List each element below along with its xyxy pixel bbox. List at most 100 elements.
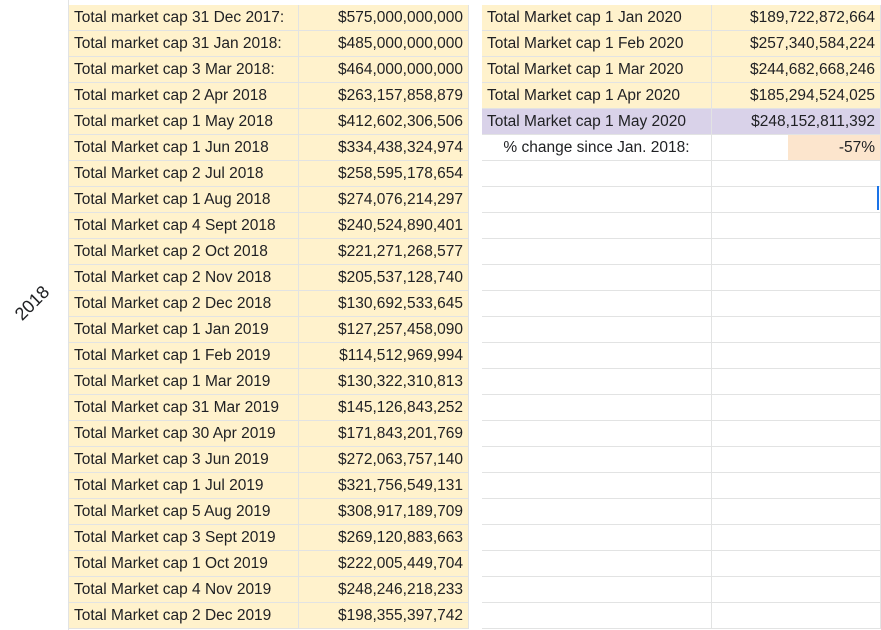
empty-cell[interactable] bbox=[712, 369, 881, 395]
empty-cell[interactable] bbox=[712, 343, 881, 369]
cell-value[interactable]: $485,000,000,000 bbox=[299, 31, 469, 57]
empty-cell[interactable] bbox=[482, 187, 712, 213]
empty-cell[interactable] bbox=[712, 291, 881, 317]
cell-label[interactable]: Total Market cap 1 Aug 2018 bbox=[69, 187, 299, 213]
cell-label[interactable]: Total Market cap 30 Apr 2019 bbox=[69, 421, 299, 447]
empty-cell[interactable] bbox=[712, 239, 881, 265]
empty-cell[interactable] bbox=[482, 447, 712, 473]
cell-label[interactable]: Total Market cap 1 Mar 2019 bbox=[69, 369, 299, 395]
percent-change-value[interactable]: -57% bbox=[788, 135, 881, 161]
cell-value[interactable]: $222,005,449,704 bbox=[299, 551, 469, 577]
empty-cell[interactable] bbox=[482, 161, 712, 187]
cell-label[interactable]: Total Market cap 5 Aug 2019 bbox=[69, 499, 299, 525]
empty-cell[interactable] bbox=[712, 187, 881, 213]
cell-label[interactable]: Total Market cap 1 Jun 2018 bbox=[69, 135, 299, 161]
empty-cell[interactable] bbox=[712, 577, 881, 603]
row-group-label[interactable]: 2018 bbox=[10, 281, 54, 325]
cell-label[interactable]: Total Market cap 31 Mar 2019 bbox=[69, 395, 299, 421]
empty-cell[interactable] bbox=[482, 213, 712, 239]
cell-value[interactable]: $205,537,128,740 bbox=[299, 265, 469, 291]
cell-label[interactable]: Total Market cap 2 Nov 2018 bbox=[69, 265, 299, 291]
empty-cell[interactable] bbox=[482, 499, 712, 525]
cell-label[interactable]: Total Market cap 4 Nov 2019 bbox=[69, 577, 299, 603]
cell-value[interactable]: $258,595,178,654 bbox=[299, 161, 469, 187]
cell-value[interactable]: $189,722,872,664 bbox=[712, 5, 881, 31]
cell-value[interactable]: $412,602,306,506 bbox=[299, 109, 469, 135]
empty-cell[interactable] bbox=[482, 603, 712, 629]
empty-cell[interactable] bbox=[482, 239, 712, 265]
percent-change-label[interactable]: % change since Jan. 2018: bbox=[482, 135, 712, 161]
empty-cell[interactable] bbox=[482, 317, 712, 343]
cell-label[interactable]: Total market cap 3 Mar 2018: bbox=[69, 57, 299, 83]
cell-label[interactable]: Total Market cap 1 Feb 2020 bbox=[482, 31, 712, 57]
empty-cell[interactable] bbox=[482, 525, 712, 551]
cell-value[interactable]: $244,682,668,246 bbox=[712, 57, 881, 83]
cell-label[interactable]: Total Market cap 1 Jan 2020 bbox=[482, 5, 712, 31]
empty-cell[interactable] bbox=[482, 473, 712, 499]
cell-value[interactable]: $198,355,397,742 bbox=[299, 603, 469, 629]
empty-cell[interactable] bbox=[712, 421, 881, 447]
cell-label[interactable]: Total Market cap 2 Dec 2019 bbox=[69, 603, 299, 629]
cell-value[interactable]: $145,126,843,252 bbox=[299, 395, 469, 421]
cell-label[interactable]: Total market cap 2 Apr 2018 bbox=[69, 83, 299, 109]
cell-value[interactable]: $130,322,310,813 bbox=[299, 369, 469, 395]
cell-cursor bbox=[877, 186, 879, 210]
cell-value[interactable]: $127,257,458,090 bbox=[299, 317, 469, 343]
empty-cell[interactable] bbox=[482, 421, 712, 447]
cell-value[interactable]: $257,340,584,224 bbox=[712, 31, 881, 57]
cell-value[interactable]: $272,063,757,140 bbox=[299, 447, 469, 473]
cell-label[interactable]: Total Market cap 2 Dec 2018 bbox=[69, 291, 299, 317]
empty-cell[interactable] bbox=[482, 551, 712, 577]
empty-cell[interactable] bbox=[712, 447, 881, 473]
empty-cell[interactable] bbox=[482, 343, 712, 369]
cell-value[interactable]: $248,152,811,392 bbox=[712, 109, 881, 135]
cell-label[interactable]: Total Market cap 1 Jul 2019 bbox=[69, 473, 299, 499]
cell-value[interactable]: $308,917,189,709 bbox=[299, 499, 469, 525]
empty-cell[interactable] bbox=[482, 265, 712, 291]
cell-label[interactable]: Total Market cap 2 Jul 2018 bbox=[69, 161, 299, 187]
cell-value[interactable]: $248,246,218,233 bbox=[299, 577, 469, 603]
empty-cell[interactable] bbox=[712, 161, 881, 187]
cell-value[interactable]: $575,000,000,000 bbox=[299, 5, 469, 31]
empty-cell[interactable] bbox=[482, 369, 712, 395]
empty-cell[interactable] bbox=[712, 551, 881, 577]
cell-value[interactable]: $269,120,883,663 bbox=[299, 525, 469, 551]
cell-label[interactable]: Total Market cap 3 Sept 2019 bbox=[69, 525, 299, 551]
cell-label[interactable]: Total Market cap 4 Sept 2018 bbox=[69, 213, 299, 239]
empty-cell[interactable] bbox=[712, 395, 881, 421]
empty-cell[interactable] bbox=[712, 473, 881, 499]
cell-label[interactable]: Total Market cap 2 Oct 2018 bbox=[69, 239, 299, 265]
empty-cell[interactable] bbox=[482, 395, 712, 421]
empty-cell[interactable] bbox=[712, 135, 788, 161]
empty-cell[interactable] bbox=[712, 317, 881, 343]
empty-cell[interactable] bbox=[482, 577, 712, 603]
cell-label[interactable]: Total market cap 31 Jan 2018: bbox=[69, 31, 299, 57]
cell-label[interactable]: Total Market cap 1 Feb 2019 bbox=[69, 343, 299, 369]
cell-value[interactable]: $185,294,524,025 bbox=[712, 83, 881, 109]
cell-label[interactable]: Total Market cap 1 Mar 2020 bbox=[482, 57, 712, 83]
empty-cell[interactable] bbox=[712, 499, 881, 525]
cell-value[interactable]: $114,512,969,994 bbox=[299, 343, 469, 369]
cell-value[interactable]: $464,000,000,000 bbox=[299, 57, 469, 83]
cell-value[interactable]: $334,438,324,974 bbox=[299, 135, 469, 161]
cell-label[interactable]: Total Market cap 1 Oct 2019 bbox=[69, 551, 299, 577]
cell-value[interactable]: $321,756,549,131 bbox=[299, 473, 469, 499]
cell-value[interactable]: $130,692,533,645 bbox=[299, 291, 469, 317]
empty-cell[interactable] bbox=[712, 265, 881, 291]
cell-value[interactable]: $240,524,890,401 bbox=[299, 213, 469, 239]
cell-label[interactable]: Total market cap 1 May 2018 bbox=[69, 109, 299, 135]
empty-cell[interactable] bbox=[712, 525, 881, 551]
empty-cell[interactable] bbox=[482, 291, 712, 317]
cell-value[interactable]: $274,076,214,297 bbox=[299, 187, 469, 213]
cell-value[interactable]: $221,271,268,577 bbox=[299, 239, 469, 265]
cell-label[interactable]: Total Market cap 1 Jan 2019 bbox=[69, 317, 299, 343]
cell-label[interactable]: Total Market cap 3 Jun 2019 bbox=[69, 447, 299, 473]
cell-label[interactable]: Total Market cap 1 Apr 2020 bbox=[482, 83, 712, 109]
cell-value[interactable]: $263,157,858,879 bbox=[299, 83, 469, 109]
cell-value[interactable]: $171,843,201,769 bbox=[299, 421, 469, 447]
cell-label[interactable]: Total Market cap 1 May 2020 bbox=[482, 109, 712, 135]
empty-cell[interactable] bbox=[712, 213, 881, 239]
empty-cell[interactable] bbox=[712, 603, 881, 629]
cell-label[interactable]: Total market cap 31 Dec 2017: bbox=[69, 5, 299, 31]
